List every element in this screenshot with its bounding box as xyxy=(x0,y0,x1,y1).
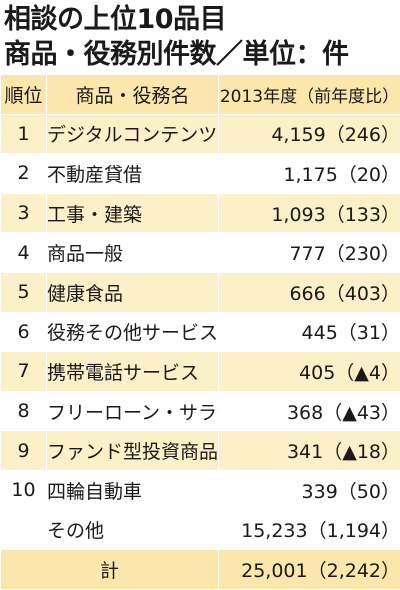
rank-cell: 4 xyxy=(1,233,47,273)
rank-cell: 6 xyxy=(1,312,47,352)
table-row: 4 商品一般 777（230） xyxy=(1,233,400,273)
header-count: 2013年度（前年度比） xyxy=(219,75,400,115)
total-row: 計 25,001（2,242） xyxy=(1,550,400,590)
count-cell: 341（▲18） xyxy=(219,431,400,471)
rank-cell: 8 xyxy=(1,391,47,431)
table-row: 9 ファンド型投資商品 341（▲18） xyxy=(1,431,400,471)
table-row: 10 四輪自動車 339（50） xyxy=(1,470,400,510)
item-cell: 商品一般 xyxy=(47,233,219,273)
rank-cell: 3 xyxy=(1,193,47,233)
rank-cell: 2 xyxy=(1,154,47,194)
count-cell: 339（50） xyxy=(219,470,400,510)
count-cell: 1,093（133） xyxy=(219,193,400,233)
other-item-cell: その他 xyxy=(47,510,219,550)
item-cell: 役務その他サービス xyxy=(47,312,219,352)
item-cell: 不動産貸借 xyxy=(47,154,219,194)
item-cell: 工事・建築 xyxy=(47,193,219,233)
table-row: 6 役務その他サービス 445（31） xyxy=(1,312,400,352)
header-item: 商品・役務名 xyxy=(47,75,219,115)
total-label: 計 xyxy=(1,550,219,590)
title-line-2: 商品・役務別件数／単位：件 xyxy=(4,37,400,72)
header-rank: 順位 xyxy=(1,75,47,115)
count-cell: 1,175（20） xyxy=(219,154,400,194)
total-count-cell: 25,001（2,242） xyxy=(219,550,400,590)
rank-cell: 10 xyxy=(1,470,47,510)
rank-cell: 7 xyxy=(1,352,47,392)
item-cell: 四輪自動車 xyxy=(47,470,219,510)
item-cell: フリーローン・サラ金 xyxy=(47,391,219,431)
table-row: 5 健康食品 666（403） xyxy=(1,272,400,312)
item-cell: ファンド型投資商品 xyxy=(47,431,219,471)
ranking-table: 順位 商品・役務名 2013年度（前年度比） 1 デジタルコンテンツ 4,159… xyxy=(0,74,400,590)
title-line-1: 相談の上位10品目 xyxy=(4,2,400,37)
rank-cell: 9 xyxy=(1,431,47,471)
count-cell: 666（403） xyxy=(219,272,400,312)
count-cell: 405（▲4） xyxy=(219,352,400,392)
rank-cell: 1 xyxy=(1,114,47,154)
other-row: その他 15,233（1,194） xyxy=(1,510,400,550)
table-row: 1 デジタルコンテンツ 4,159（246） xyxy=(1,114,400,154)
count-cell: 4,159（246） xyxy=(219,114,400,154)
item-cell: 携帯電話サービス xyxy=(47,352,219,392)
table-row: 7 携帯電話サービス 405（▲4） xyxy=(1,352,400,392)
other-count-cell: 15,233（1,194） xyxy=(219,510,400,550)
item-cell: 健康食品 xyxy=(47,272,219,312)
item-cell: デジタルコンテンツ xyxy=(47,114,219,154)
table-title: 相談の上位10品目 商品・役務別件数／単位：件 xyxy=(0,0,400,74)
count-cell: 368（▲43） xyxy=(219,391,400,431)
table-row: 3 工事・建築 1,093（133） xyxy=(1,193,400,233)
table-row: 2 不動産貸借 1,175（20） xyxy=(1,154,400,194)
count-cell: 777（230） xyxy=(219,233,400,273)
table-header-row: 順位 商品・役務名 2013年度（前年度比） xyxy=(1,75,400,115)
rank-cell: 5 xyxy=(1,272,47,312)
other-rank-cell xyxy=(1,510,47,550)
table-row: 8 フリーローン・サラ金 368（▲43） xyxy=(1,391,400,431)
count-cell: 445（31） xyxy=(219,312,400,352)
